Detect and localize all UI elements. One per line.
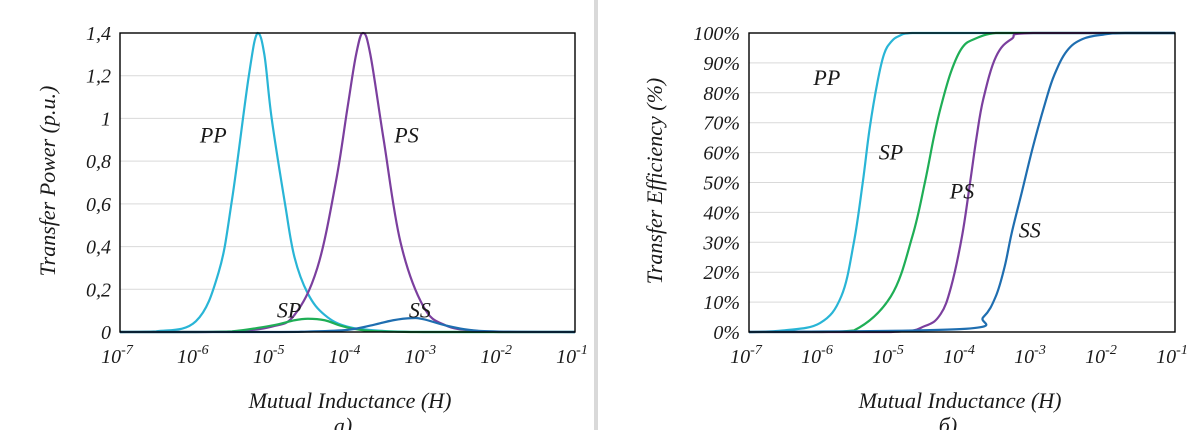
power-label-ps: PS — [393, 123, 418, 148]
power-y-tick-label: 0 — [101, 322, 111, 344]
power-label-ss: SS — [409, 298, 431, 323]
power-x-ticks: 10-7 10-6 10-5 10-4 10-3 10-2 10-1 — [101, 343, 588, 368]
efficiency-y-tick-label: 10% — [703, 292, 740, 314]
power-x-tick-label: 10-7 — [101, 343, 134, 368]
power-x-axis-label: Mutual Inductance (H) — [248, 388, 452, 413]
power-y-tick-label: 1 — [101, 108, 111, 130]
power-x-tick-label: 10-6 — [177, 343, 209, 368]
efficiency-y-tick-label: 0% — [713, 322, 740, 344]
power-curves — [119, 31, 576, 334]
efficiency-y-tick-label: 30% — [702, 232, 740, 254]
efficiency-y-tick-label: 40% — [703, 202, 740, 224]
power-y-tick-label: 0,8 — [86, 151, 111, 173]
efficiency-y-tick-label: 80% — [703, 83, 740, 105]
efficiency-series-ps — [749, 31, 1175, 334]
efficiency-y-tick-label: 20% — [703, 262, 740, 284]
efficiency-x-tick-label: 10-1 — [1156, 343, 1188, 368]
power-chart: 00,20,40,60,811,21,4 10-7 10-6 10-5 10-4 10-… — [35, 23, 588, 430]
power-y-tick-label: 0,4 — [86, 237, 111, 259]
power-series-ps — [120, 31, 575, 334]
power-y-ticks: 0 0,2 0,4 0,6 0,8 1 1,2 1,4 — [86, 23, 111, 344]
power-y-tick-label: 0,2 — [86, 279, 111, 301]
efficiency-chart: 0%10%20%30%40%50%60%70%80%90%100% 10-7 10… — [642, 23, 1188, 430]
efficiency-y-tick-label: 90% — [703, 53, 740, 75]
efficiency-label-ps: PS — [949, 178, 974, 203]
efficiency-y-tick-label: 60% — [703, 143, 740, 165]
efficiency-curve-labels: PP SP PS SS — [812, 65, 1040, 242]
power-label-sp: SP — [277, 298, 301, 323]
power-x-tick-label: 10-1 — [556, 343, 588, 368]
efficiency-x-tick-label: 10-7 — [730, 343, 763, 368]
efficiency-caption: б) — [939, 413, 957, 430]
power-y-tick-label: 1,2 — [86, 66, 111, 88]
efficiency-y-tick-label: 100% — [693, 23, 740, 45]
power-series-pp — [119, 31, 575, 334]
power-x-tick-label: 10-3 — [404, 343, 436, 368]
efficiency-y-axis-label: Transfer Efficiency (%) — [642, 78, 667, 285]
power-grid — [120, 32, 575, 333]
power-x-tick-label: 10-2 — [480, 343, 512, 368]
power-y-tick-label: 0,6 — [86, 194, 111, 216]
efficiency-y-ticks: 0% 10% 20% 30% 40% 50% 60% 70% 80% 90% 100% — [693, 23, 740, 344]
efficiency-x-tick-label: 10-5 — [872, 343, 904, 368]
power-x-tick-label: 10-4 — [329, 343, 361, 368]
efficiency-x-tick-label: 10-2 — [1085, 343, 1117, 368]
power-caption: а) — [334, 413, 352, 430]
power-series-ss — [120, 316, 576, 334]
efficiency-x-tick-label: 10-3 — [1014, 343, 1046, 368]
efficiency-series-ss — [748, 31, 1175, 334]
efficiency-x-tick-label: 10-4 — [943, 343, 975, 368]
efficiency-x-axis-label: Mutual Inductance (H) — [858, 388, 1062, 413]
efficiency-y-tick-label: 70% — [703, 113, 740, 135]
power-label-pp: PP — [199, 123, 227, 148]
efficiency-x-ticks: 10-7 10-6 10-5 10-4 10-3 10-2 10-1 — [730, 343, 1188, 368]
power-plot-frame — [119, 32, 576, 333]
efficiency-x-tick-label: 10-6 — [801, 343, 833, 368]
efficiency-label-pp: PP — [812, 65, 840, 90]
power-x-tick-label: 10-5 — [253, 343, 285, 368]
efficiency-label-ss: SS — [1019, 217, 1041, 242]
efficiency-plot-frame — [748, 32, 1176, 333]
efficiency-label-sp: SP — [879, 140, 903, 165]
efficiency-y-tick-label: 50% — [703, 173, 740, 195]
power-y-tick-label: 1,4 — [86, 23, 111, 45]
power-y-axis-label: Transfer Power (p.u.) — [35, 86, 60, 277]
power-curve-labels: PP PS SP SS — [199, 123, 431, 323]
